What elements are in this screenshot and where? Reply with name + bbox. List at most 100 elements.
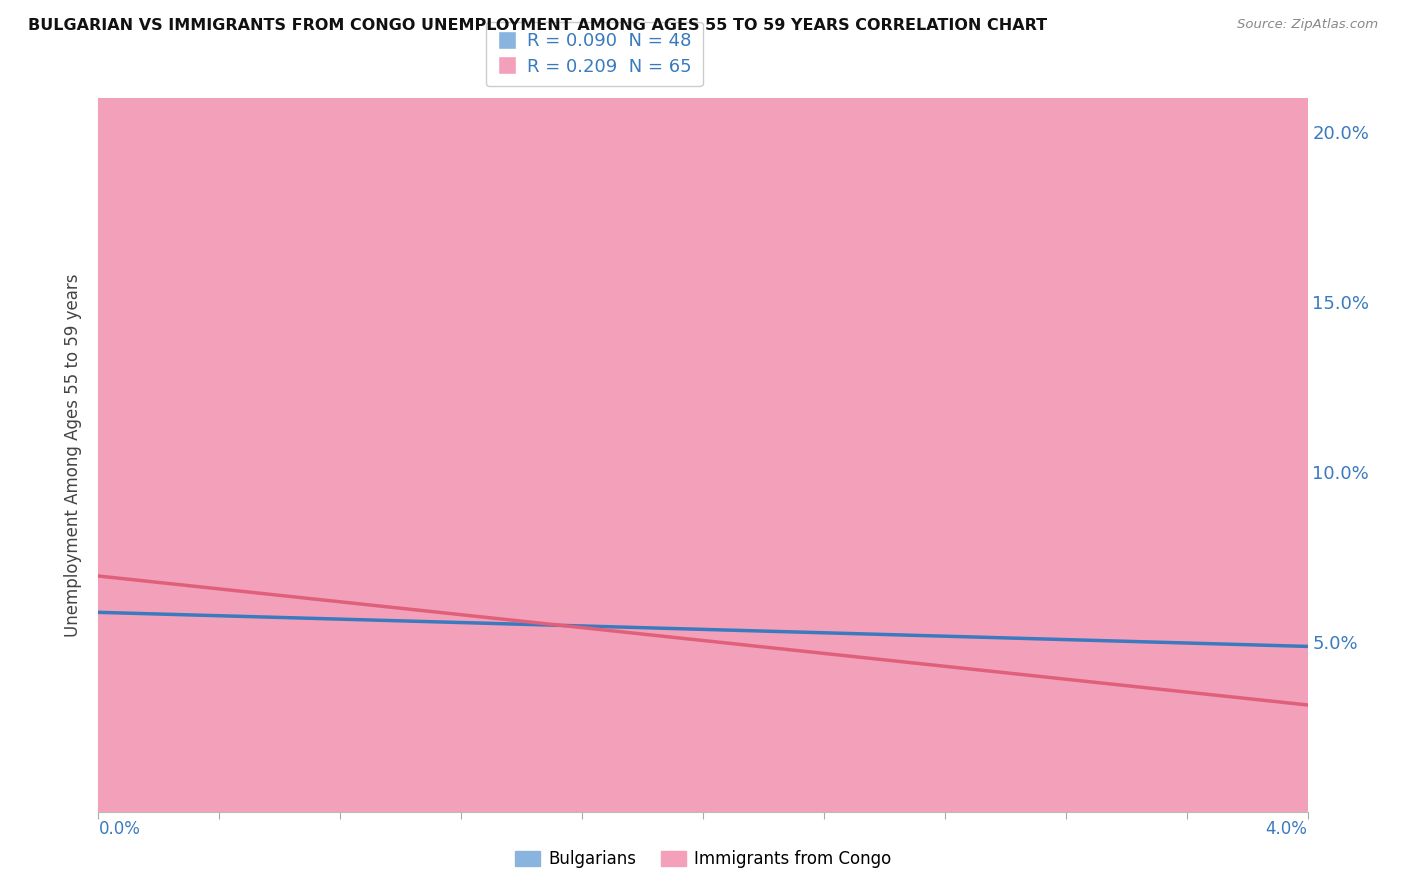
- Point: [844, 686, 866, 700]
- Point: [179, 540, 201, 554]
- Text: 4.0%: 4.0%: [1265, 821, 1308, 838]
- Point: [239, 617, 262, 632]
- Point: [873, 696, 896, 710]
- Point: [360, 506, 382, 520]
- Point: [118, 499, 141, 513]
- Point: [208, 641, 231, 656]
- Point: [360, 628, 382, 642]
- Point: [692, 635, 714, 649]
- Point: [571, 607, 593, 622]
- Point: [208, 652, 231, 666]
- Point: [450, 583, 472, 598]
- Point: [118, 600, 141, 615]
- Point: [994, 655, 1017, 669]
- Point: [450, 499, 472, 513]
- Point: [783, 675, 806, 690]
- Point: [631, 617, 654, 632]
- Point: [208, 628, 231, 642]
- Point: [1115, 696, 1137, 710]
- Point: [269, 615, 291, 629]
- Point: [934, 686, 956, 700]
- Point: [873, 686, 896, 700]
- Point: [87, 635, 110, 649]
- Point: [994, 662, 1017, 676]
- Point: [179, 574, 201, 588]
- Point: [269, 600, 291, 615]
- Point: [631, 641, 654, 656]
- Point: [1206, 703, 1229, 717]
- Point: [208, 583, 231, 598]
- Point: [420, 516, 443, 530]
- Point: [844, 176, 866, 190]
- Text: 0.0%: 0.0%: [98, 821, 141, 838]
- Point: [1267, 686, 1289, 700]
- Point: [299, 533, 322, 547]
- Point: [450, 641, 472, 656]
- Point: [148, 641, 170, 656]
- Point: [661, 641, 683, 656]
- Point: [723, 675, 745, 690]
- Point: [329, 583, 352, 598]
- Y-axis label: Unemployment Among Ages 55 to 59 years: Unemployment Among Ages 55 to 59 years: [63, 273, 82, 637]
- Point: [148, 615, 170, 629]
- Point: [148, 662, 170, 676]
- Point: [118, 549, 141, 564]
- Point: [208, 607, 231, 622]
- Legend: R = 0.090  N = 48, R = 0.209  N = 65: R = 0.090 N = 48, R = 0.209 N = 65: [485, 21, 703, 87]
- Point: [1296, 737, 1319, 751]
- Point: [1236, 478, 1258, 492]
- Point: [571, 641, 593, 656]
- Point: [904, 703, 927, 717]
- Point: [239, 600, 262, 615]
- Point: [179, 621, 201, 635]
- Point: [329, 549, 352, 564]
- Point: [269, 549, 291, 564]
- Point: [299, 641, 322, 656]
- Point: [239, 641, 262, 656]
- Point: [1025, 675, 1047, 690]
- Point: [813, 675, 835, 690]
- Point: [752, 662, 775, 676]
- Point: [118, 635, 141, 649]
- Point: [179, 641, 201, 656]
- Legend: Bulgarians, Immigrants from Congo: Bulgarians, Immigrants from Congo: [508, 844, 898, 875]
- Point: [1146, 709, 1168, 723]
- Point: [752, 594, 775, 608]
- Point: [481, 617, 503, 632]
- Point: [692, 662, 714, 676]
- Point: [299, 583, 322, 598]
- Point: [208, 607, 231, 622]
- Point: [208, 566, 231, 581]
- Text: ZIP: ZIP: [439, 399, 606, 483]
- Point: [1175, 669, 1198, 683]
- Point: [239, 499, 262, 513]
- Point: [602, 594, 624, 608]
- Point: [723, 641, 745, 656]
- Point: [148, 624, 170, 639]
- Text: atlas: atlas: [606, 401, 800, 480]
- Point: [329, 560, 352, 574]
- Point: [389, 574, 412, 588]
- Point: [148, 549, 170, 564]
- Point: [179, 641, 201, 656]
- Point: [844, 648, 866, 663]
- Point: [1025, 696, 1047, 710]
- Text: Source: ZipAtlas.com: Source: ZipAtlas.com: [1237, 18, 1378, 31]
- Point: [934, 682, 956, 697]
- Point: [269, 635, 291, 649]
- Point: [360, 641, 382, 656]
- Point: [1054, 686, 1077, 700]
- Point: [389, 607, 412, 622]
- Point: [540, 652, 562, 666]
- Point: [783, 669, 806, 683]
- Point: [360, 533, 382, 547]
- Point: [389, 560, 412, 574]
- Point: [602, 617, 624, 632]
- Point: [1085, 709, 1108, 723]
- Point: [239, 594, 262, 608]
- Text: BULGARIAN VS IMMIGRANTS FROM CONGO UNEMPLOYMENT AMONG AGES 55 TO 59 YEARS CORREL: BULGARIAN VS IMMIGRANTS FROM CONGO UNEMP…: [28, 18, 1047, 33]
- Point: [661, 686, 683, 700]
- Point: [360, 600, 382, 615]
- Point: [1115, 669, 1137, 683]
- Point: [510, 594, 533, 608]
